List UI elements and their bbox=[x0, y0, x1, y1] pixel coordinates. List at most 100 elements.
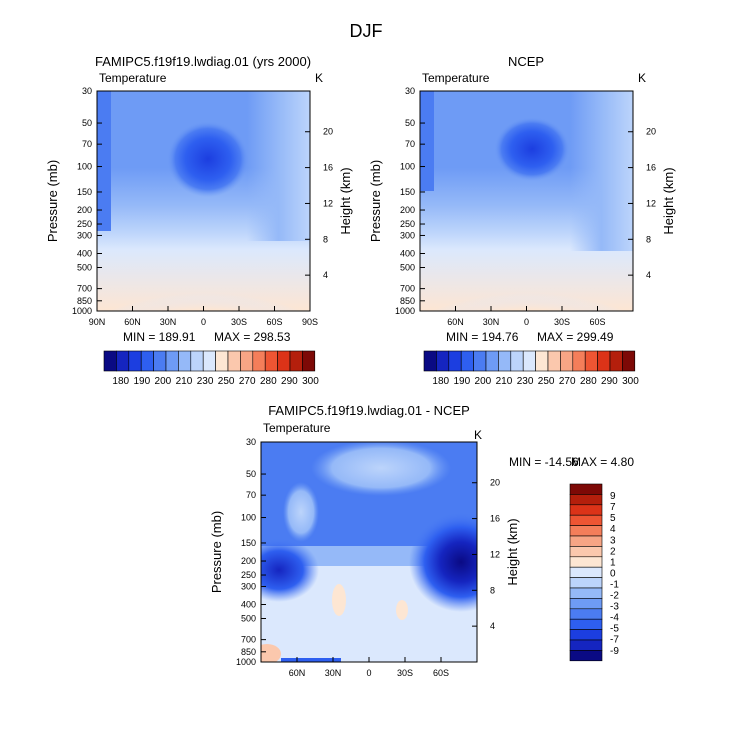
colorbar-label: 7 bbox=[610, 502, 616, 513]
field-warm-patch-3 bbox=[261, 644, 281, 662]
y-tick-label: 200 bbox=[241, 556, 256, 566]
colorbar-label: 0 bbox=[610, 568, 616, 579]
colorbar-swatch bbox=[103, 350, 117, 372]
y2-tick-label: 12 bbox=[490, 549, 500, 559]
panel-difference: FAMIPC5.f19f19.lwdiag.01 - NCEP Temperat… bbox=[209, 403, 634, 678]
y2-tick-label: 16 bbox=[490, 514, 500, 524]
colorbar-swatch bbox=[215, 350, 229, 372]
x-tick-label: 90S bbox=[302, 317, 318, 327]
x-tick-label: 30N bbox=[483, 317, 500, 327]
min-label: MIN = 189.91 bbox=[123, 330, 196, 344]
x-tick-label: 0 bbox=[366, 668, 371, 678]
colorbar-swatch bbox=[547, 350, 561, 372]
colorbar-label: 3 bbox=[610, 535, 616, 546]
field-surface-band bbox=[281, 658, 341, 662]
colorbar-swatch bbox=[584, 350, 598, 372]
y-tick-label: 400 bbox=[241, 600, 256, 610]
colorbar-model: 180 190 200 210 230 250 270 280 290 300 bbox=[103, 350, 319, 387]
colorbar-label: 200 bbox=[155, 376, 172, 387]
y-tick-label: 250 bbox=[241, 570, 256, 580]
y2-tick-label: 4 bbox=[646, 270, 651, 280]
contour-field bbox=[97, 91, 310, 311]
colorbar-label: 230 bbox=[197, 376, 214, 387]
field-mid-light bbox=[283, 482, 319, 542]
colorbar-swatch bbox=[569, 483, 603, 495]
y-tick-label: 30 bbox=[246, 437, 256, 447]
colorbar-swatch bbox=[569, 535, 603, 547]
y2-tick-label: 20 bbox=[646, 127, 656, 137]
colorbar-label: 250 bbox=[218, 376, 235, 387]
y2-axis-label: Height (km) bbox=[338, 167, 353, 234]
colorbar-label: 250 bbox=[538, 376, 555, 387]
field-warm-patch-1 bbox=[332, 584, 346, 616]
colorbar-swatch bbox=[569, 608, 603, 620]
colorbar-swatch bbox=[252, 350, 266, 372]
y-tick-label: 150 bbox=[400, 187, 415, 197]
x-tick-label: 0 bbox=[201, 317, 206, 327]
y2-tick-label: 12 bbox=[646, 198, 656, 208]
field-left-band bbox=[420, 91, 434, 191]
field-warm-patch-2 bbox=[396, 600, 408, 620]
y2-axis-label: Height (km) bbox=[661, 167, 676, 234]
y-tick-label: 70 bbox=[246, 490, 256, 500]
colorbar-swatch bbox=[485, 350, 499, 372]
colorbar-label: 290 bbox=[281, 376, 298, 387]
colorbar-label: 280 bbox=[260, 376, 277, 387]
colorbar-ncep: 180 190 200 210 230 250 270 280 290 300 bbox=[423, 350, 639, 387]
y-tick-label: 150 bbox=[241, 538, 256, 548]
x-tick-label: 60S bbox=[266, 317, 282, 327]
colorbar-swatch bbox=[622, 350, 636, 372]
panel-units: K bbox=[315, 71, 323, 85]
field-right-band bbox=[570, 91, 633, 251]
y-tick-label: 300 bbox=[77, 230, 92, 240]
colorbar-label: 290 bbox=[601, 376, 618, 387]
x-tick-label: 60N bbox=[447, 317, 464, 327]
colorbar-swatch bbox=[569, 629, 603, 641]
colorbar-swatch bbox=[569, 650, 603, 662]
y2-tick-label: 12 bbox=[323, 198, 333, 208]
x-tick-label: 30S bbox=[554, 317, 570, 327]
colorbar-swatch bbox=[569, 494, 603, 506]
colorbar-swatch bbox=[436, 350, 450, 372]
y-tick-label: 400 bbox=[77, 249, 92, 259]
y-tick-label: 700 bbox=[241, 635, 256, 645]
colorbar-swatch bbox=[178, 350, 192, 372]
colorbar-label: 270 bbox=[559, 376, 576, 387]
colorbar-label: 1 bbox=[610, 557, 616, 568]
colorbar-swatch bbox=[423, 350, 437, 372]
colorbar-swatch bbox=[302, 350, 316, 372]
colorbar-label: 190 bbox=[453, 376, 470, 387]
field-cold-core bbox=[167, 121, 249, 197]
colorbar-swatch bbox=[264, 350, 278, 372]
colorbar-swatch bbox=[569, 546, 603, 558]
colorbar-label: 210 bbox=[176, 376, 193, 387]
colorbar-swatch bbox=[153, 350, 167, 372]
y-tick-label: 1000 bbox=[395, 306, 415, 316]
colorbar-label: 180 bbox=[432, 376, 449, 387]
y-tick-label: 850 bbox=[400, 296, 415, 306]
y2-axis-label: Height (km) bbox=[505, 518, 520, 585]
colorbar-swatch bbox=[560, 350, 574, 372]
x-tick-label: 60S bbox=[433, 668, 449, 678]
y-tick-label: 30 bbox=[405, 86, 415, 96]
y-tick-label: 70 bbox=[405, 139, 415, 149]
colorbar-label: 180 bbox=[112, 376, 129, 387]
colorbar-label: 300 bbox=[622, 376, 639, 387]
panel-subtitle: Temperature bbox=[422, 71, 490, 85]
y-tick-label: 50 bbox=[246, 469, 256, 479]
y-tick-label: 100 bbox=[400, 162, 415, 172]
panel-title: FAMIPC5.f19f19.lwdiag.01 - NCEP bbox=[268, 403, 470, 418]
x-tick-label: 30N bbox=[160, 317, 177, 327]
panel-ncep: NCEP Temperature K 60N 30N 0 30S 60S 30 50 70 1… bbox=[368, 54, 676, 344]
y-tick-label: 1000 bbox=[236, 657, 256, 667]
y2-tick-label: 8 bbox=[323, 234, 328, 244]
x-tick-label: 30N bbox=[325, 668, 342, 678]
colorbar-swatch bbox=[277, 350, 291, 372]
min-label: MIN = -14.56 bbox=[509, 455, 579, 469]
y-tick-label: 250 bbox=[77, 219, 92, 229]
y2-tick-label: 8 bbox=[646, 234, 651, 244]
y2-tick-label: 16 bbox=[323, 163, 333, 173]
colorbar-swatch bbox=[569, 556, 603, 568]
colorbar-label: 4 bbox=[610, 524, 616, 535]
